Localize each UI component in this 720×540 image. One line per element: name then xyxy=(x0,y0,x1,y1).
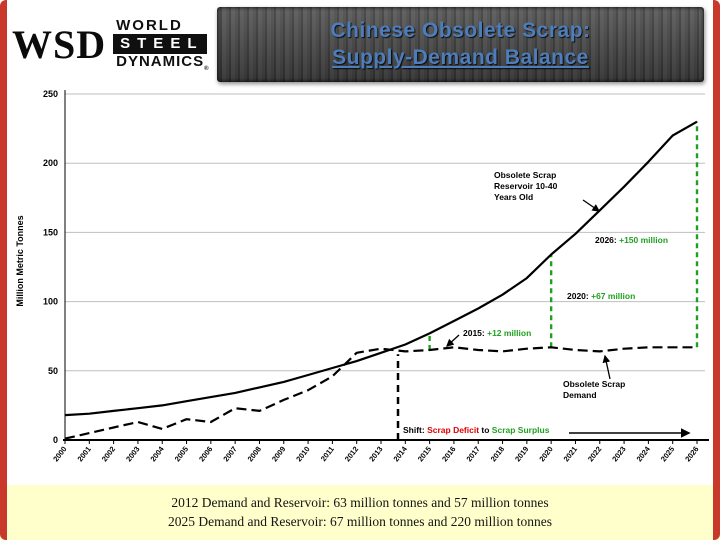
diff-2026-label: 2026: +150 million xyxy=(595,235,668,246)
x-tick-label: 2001 xyxy=(76,445,93,464)
x-tick-label: 2017 xyxy=(464,445,481,464)
diff-2015-value: +12 million xyxy=(487,328,532,338)
x-tick-label: 2018 xyxy=(489,445,506,464)
x-tick-label: 2020 xyxy=(537,445,554,464)
x-tick-label: 2026 xyxy=(683,445,700,464)
y-axis-label: Million Metric Tonnes xyxy=(15,215,25,307)
shift-prefix: Shift: xyxy=(403,425,428,435)
y-tick-label: 200 xyxy=(43,158,58,168)
shift-deficit: Scrap Deficit xyxy=(427,425,480,435)
wsd-logo-words: WORLD STEEL DYNAMICS® xyxy=(113,18,209,72)
reservoir-annotation: Obsolete Scrap Reservoir 10-40 Years Old xyxy=(494,170,558,203)
x-tick-label: 2021 xyxy=(562,445,579,464)
wsd-logo: WSD WORLD STEEL DYNAMICS® xyxy=(12,18,210,72)
y-tick-label: 0 xyxy=(53,435,58,445)
registered-trademark: ® xyxy=(204,65,210,72)
x-tick-label: 2003 xyxy=(124,445,141,464)
wsd-monogram: WSD xyxy=(12,22,107,68)
x-tick-label: 2009 xyxy=(270,445,287,464)
diff-2026-value: +150 million xyxy=(619,235,669,245)
footer-note: 2012 Demand and Reservoir: 63 million to… xyxy=(0,485,720,540)
footer-line1: 2012 Demand and Reservoir: 63 million to… xyxy=(171,495,549,510)
x-tick-label: 2023 xyxy=(610,445,627,464)
y-tick-label: 50 xyxy=(48,366,58,376)
shift-surplus: Scrap Surplus xyxy=(491,425,550,435)
shift-annotation: Shift: Scrap Deficit to Scrap Surplus xyxy=(403,425,549,436)
x-tick-label: 2006 xyxy=(197,445,214,464)
slide-title-box: Chinese Obsolete Scrap: Supply-Demand Ba… xyxy=(217,7,704,82)
slide-title-line1: Chinese Obsolete Scrap: xyxy=(330,19,591,42)
x-tick-label: 2011 xyxy=(319,445,336,463)
logo-word-steel: STEEL xyxy=(113,33,208,54)
x-tick-label: 2014 xyxy=(392,444,410,463)
chart-area: 0 50 100 150 200 250 2000 2001 2002 2003 2004 2005 2… xyxy=(7,88,713,485)
slide-border-left xyxy=(0,0,7,540)
x-tick-label: 2024 xyxy=(635,444,653,463)
x-tick-label: 2019 xyxy=(513,445,530,464)
x-tick-label: 2013 xyxy=(367,445,384,464)
demand-annotation: Obsolete Scrap Demand xyxy=(563,379,626,401)
x-tick-label: 2005 xyxy=(173,445,190,464)
x-tick-label: 2002 xyxy=(100,445,117,464)
logo-word-dynamics: DYNAMICS® xyxy=(113,52,210,72)
diff-2015-label: 2015: +12 million xyxy=(463,328,531,339)
footer-line2: 2025 Demand and Reservoir: 67 million to… xyxy=(168,514,552,529)
slide-header: WSD WORLD STEEL DYNAMICS® Chinese Obsole… xyxy=(7,0,713,88)
series-demand xyxy=(64,346,697,440)
x-tick-label: 2007 xyxy=(221,445,238,464)
y-tick-label: 250 xyxy=(43,89,58,99)
x-tick-label: 2000 xyxy=(51,445,68,464)
diff-2015-prefix: 2015: xyxy=(463,328,488,338)
x-tick-label: 2012 xyxy=(343,445,360,464)
diff-2026-prefix: 2026: xyxy=(595,235,620,245)
series-reservoir xyxy=(64,120,698,417)
x-tick-label: 2016 xyxy=(440,445,457,464)
slide-border-right xyxy=(713,0,720,540)
diff-2020-value: +67 million xyxy=(591,291,636,301)
x-tick-label: 2025 xyxy=(659,445,676,464)
x-tick-label: 2008 xyxy=(246,445,263,464)
x-tick-label: 2022 xyxy=(586,445,603,464)
diff-2020-prefix: 2020: xyxy=(567,291,592,301)
scrap-balance-chart: 0 50 100 150 200 250 2000 2001 2002 2003 2004 2005 2… xyxy=(43,89,709,464)
y-tick-label: 100 xyxy=(43,297,58,307)
y-tick-label: 150 xyxy=(43,227,58,237)
logo-dynamics-text: DYNAMICS xyxy=(116,52,205,70)
logo-word-world: WORLD xyxy=(116,17,183,34)
x-tick-label: 2010 xyxy=(294,445,311,464)
slide-title-line2: Supply-Demand Balance xyxy=(332,46,589,69)
diff-2020-label: 2020: +67 million xyxy=(567,291,635,302)
x-tick-label: 2015 xyxy=(416,445,433,464)
x-tick-label: 2004 xyxy=(148,444,166,463)
shift-mid: to xyxy=(479,425,492,435)
